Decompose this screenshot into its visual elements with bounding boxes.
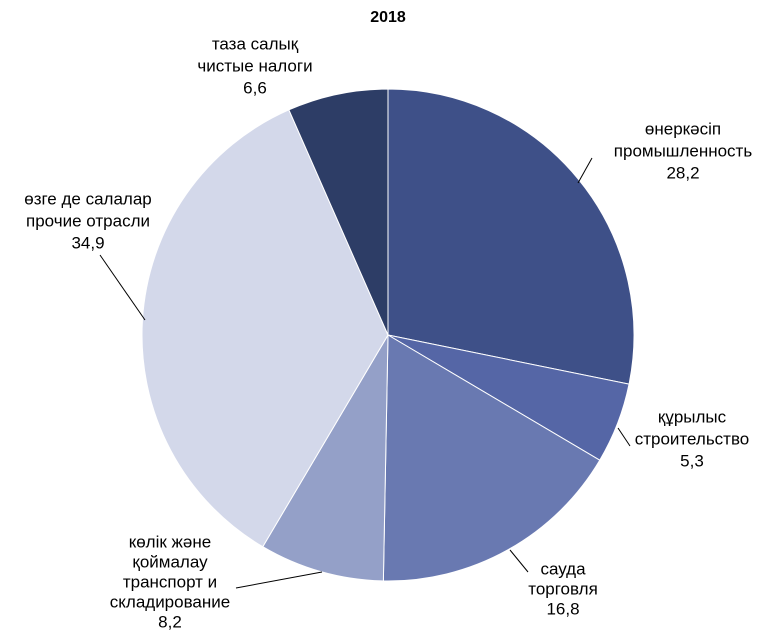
slice-label: құрылыс [658,407,727,426]
leader-line [577,157,593,184]
slice-label: қоймалау [132,552,208,571]
slice-label: чистые налоги [197,56,312,75]
pie-slice [382,334,601,582]
pie-slice [141,109,389,548]
slice-label: прочие отрасли [26,211,150,230]
pie-slice [262,333,389,582]
slice-label: строительство [635,429,750,448]
slice-label: промышленность [614,141,753,160]
value-label: 34,9 [71,233,104,252]
slice-label: таза салық [212,34,299,53]
slice-label: торговля [528,579,598,598]
value-label: 28,2 [666,163,699,182]
slice-label: өзге де салалар [24,189,152,208]
pie-slice [387,88,635,385]
value-label: 6,6 [243,78,267,97]
chart-title: 2018 [370,9,406,26]
leader-line [235,571,323,589]
slice-label: өнеркәсіп [645,119,721,138]
leader-line [617,427,631,447]
value-label: 16,8 [546,599,579,618]
leader-line [509,549,529,573]
value-label: 8,2 [158,612,182,630]
value-label: 5,3 [680,451,704,470]
slice-label: көлік және [129,532,211,551]
slice-label: складирование [110,592,230,611]
slice-label: сауда [540,559,586,578]
leader-line [99,254,146,321]
slice-label: транспорт и [123,572,217,591]
pie-slice [288,88,389,336]
